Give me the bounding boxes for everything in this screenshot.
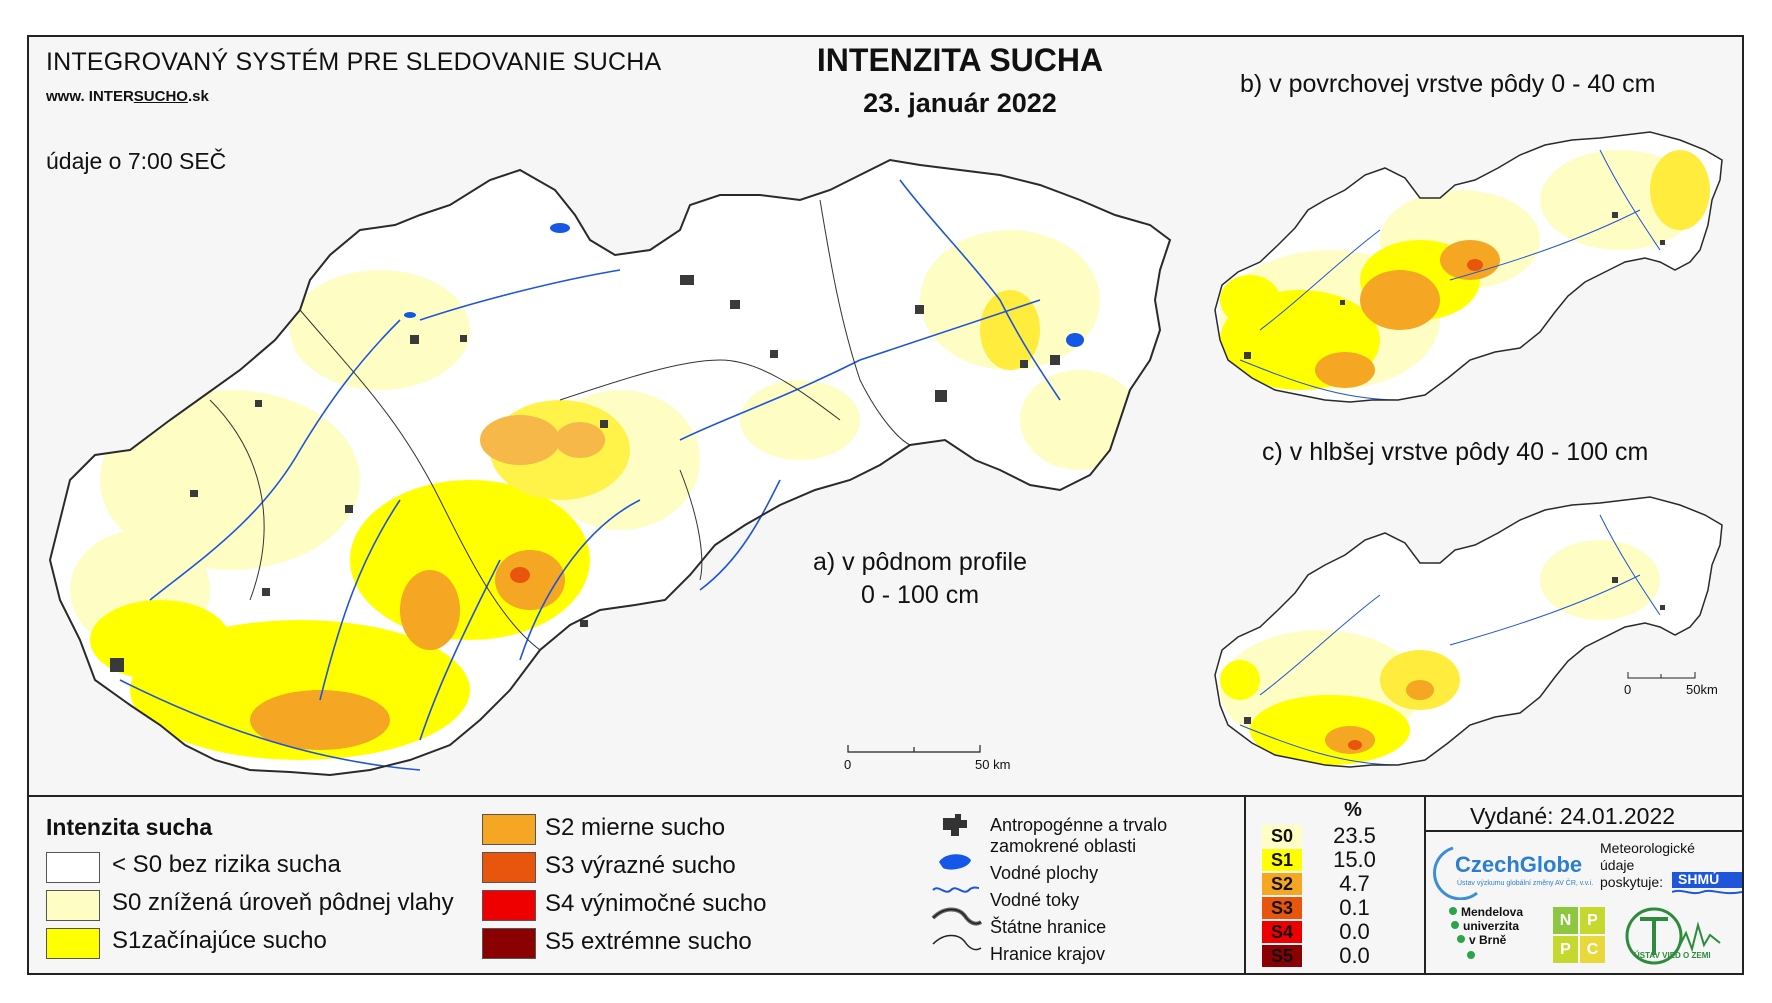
symbol-icons [931,814,983,951]
map-c-label: c) v hlbšej vrstve pôdy 40 - 100 cm [1262,438,1649,466]
scale-small-end: 50km [1686,682,1718,697]
legend-title: Intenzita sucha [46,814,213,840]
river-icon [932,886,980,893]
scale-main-start: 0 [844,757,852,772]
scale-small-start: 0 [1624,682,1632,697]
symbol-label-urban-2: zamokrené oblasti [990,836,1137,856]
percent-row-s1: S1 15.0 [1259,849,1407,871]
percent-value: 0.0 [1339,943,1370,968]
percent-code: S5 [1262,945,1302,967]
symbol-label-region-border: Hranice krajov [990,944,1106,964]
legend-label-s3: S3 výrazné sucho [545,852,736,879]
mendel-line-1: Mendelova [1461,905,1524,919]
map-b [1214,131,1723,403]
mendel-dots-icon [1449,907,1475,959]
percent-table: % S0 23.5 S1 15.0 S2 4.7 S3 0.1 S4 0.0 S… [1259,799,1407,971]
percent-value: 4.7 [1339,871,1370,896]
legend-swatch-s2 [482,814,536,845]
table-divider-right [1424,797,1426,973]
shmu-logo-icon [1671,872,1743,895]
legend-label-s1: S1začínajúce sucho [112,927,327,954]
website-link[interactable]: www. INTERSUCHO.sk [46,88,209,105]
symbol-label-river: Vodné toky [990,890,1080,910]
percent-value: 0.1 [1339,895,1370,920]
table-divider-left [1244,797,1246,973]
system-title: INTEGROVANÝ SYSTÉM PRE SLEDOVANIE SUCHA [46,48,662,76]
shmu-note-1: Meteorologické [1600,840,1695,856]
czechglobe-subtitle: Ústav výzkumu globální změny AV ČR, v.v.… [1457,880,1594,887]
legend-label-s0: S0 znížená úroveň pôdnej vlahy [112,889,454,916]
percent-value: 15.0 [1333,847,1376,872]
website-prefix: www. INTER [46,88,134,105]
legend-label-s4: S4 výnimočné sucho [545,890,767,917]
percent-row-s5: S5 0.0 [1259,945,1407,967]
urban-area-icon [943,814,967,836]
shmu-note-2: údaje [1600,857,1635,873]
website-suffix: .sk [187,88,209,105]
state-border-icon [931,907,983,926]
nppc-p2: P [1553,936,1578,963]
shmu-note: Meteorologické údaje poskytuje: [1600,840,1695,891]
nppc-c: C [1580,936,1605,963]
main-title: INTENZITA SUCHA [816,42,1104,78]
percent-code: S3 [1262,897,1302,919]
percent-row-s2: S2 4.7 [1259,873,1407,895]
map-a-label-line1: a) v pôdnom profile [812,548,1027,576]
mendel-line-3: v Brně [1469,933,1507,947]
symbol-label-water: Vodné plochy [990,863,1099,883]
nppc-n: N [1553,907,1578,934]
uvz-logo-icon [1625,907,1721,965]
shmu-text: SHMÚ [1678,871,1720,887]
legend-swatch-s1 [46,928,100,959]
legend-swatch-s3 [482,852,536,883]
czechglobe-logo-icon [1433,846,1478,901]
legend-label-s2: S2 mierne sucho [545,814,726,841]
map-a-label-line2: 0 - 100 cm [860,581,980,609]
czechglobe-name: CzechGlobe [1455,852,1583,877]
map-c [1214,496,1723,768]
region-border-icon [932,934,982,951]
map-a [48,158,1172,777]
percent-code: S0 [1262,825,1302,847]
map-a-label: a) v pôdnom profile 0 - 100 cm [770,546,1070,612]
percent-value: 23.5 [1333,823,1376,848]
percent-header: % [1344,799,1362,821]
legend-swatch-s0 [46,890,100,921]
uvz-logo: ÚSTAV VIED O ZEMI [1620,905,1740,967]
legend-label-below-s0: < S0 bez rizika sucha [112,851,341,878]
symbol-label-urban-1: Antropogénne a trvalo [990,815,1168,835]
legend-divider [27,795,1744,797]
percent-value: 0.0 [1339,919,1370,944]
legend-swatch-s4 [482,890,536,921]
scale-bar-main [847,745,981,753]
website-highlight: SUCHO [133,88,188,105]
map-b-label: b) v povrchovej vrstve pôdy 0 - 40 cm [1240,70,1656,98]
nppc-p1: P [1580,907,1605,934]
issued-divider [1426,830,1744,832]
scale-bar-small [1627,672,1696,679]
percent-code: S4 [1262,921,1302,943]
percent-row-s4: S4 0.0 [1259,921,1407,943]
legend-swatch-s5 [482,928,536,959]
mendel-logo: Mendelova univerzita v Brně [1447,905,1524,959]
legend-label-s5: S5 extrémne sucho [545,928,752,955]
water-body-icon [939,854,971,870]
czechglobe-logo: CzechGlobe Ústav výzkumu globální změny … [1433,838,1594,901]
shmu-note-3: poskytuje: [1600,874,1664,890]
percent-code: S2 [1262,873,1302,895]
scale-main-end: 50 km [975,757,1011,772]
nppc-logo: N P P C [1553,907,1605,963]
legend-swatch-below-s0 [46,852,100,883]
map-date: 23. január 2022 [863,88,1057,118]
shmu-logo: SHMÚ [1671,866,1743,898]
percent-row-s3: S3 0.1 [1259,897,1407,919]
time-note: údaje o 7:00 SEČ [46,148,227,174]
issued-date: Vydané: 24.01.2022 [1470,803,1676,829]
uvz-text: ÚSTAV VIED O ZEMI [1634,951,1711,960]
mendel-line-2: univerzita [1463,919,1520,933]
percent-row-s0: S0 23.5 [1259,825,1407,847]
percent-code: S1 [1262,849,1302,871]
symbol-label-state-border: Štátne hranice [990,917,1107,937]
